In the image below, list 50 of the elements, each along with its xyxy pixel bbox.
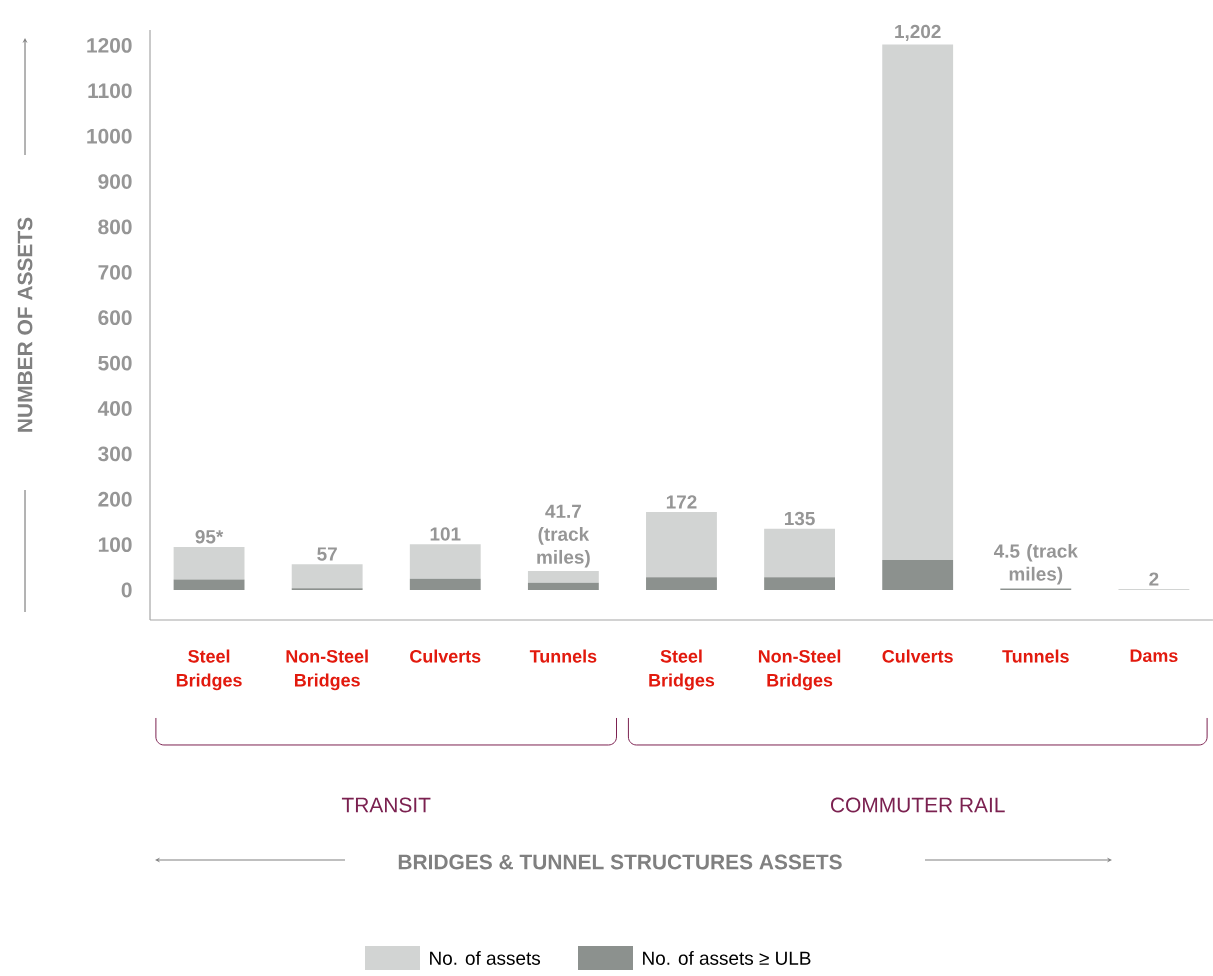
total-label: 172 bbox=[666, 495, 697, 509]
bar bbox=[527, 582, 599, 591]
total-label: 101 bbox=[430, 527, 461, 541]
y-tick-label: 100 bbox=[98, 537, 132, 553]
bar bbox=[409, 578, 481, 591]
x-tick-label: Non-Steel Bridges bbox=[286, 649, 368, 691]
text: COMMUTER RAIL bbox=[831, 797, 1005, 813]
total-label: 1,202 bbox=[895, 24, 941, 41]
total-label: 4.5 (track miles) bbox=[993, 543, 1078, 585]
text: BRIDGES & TUNNEL STRUCTURES ASSETS bbox=[398, 854, 842, 870]
bar bbox=[646, 577, 717, 591]
bar bbox=[764, 577, 836, 591]
bar bbox=[882, 44, 954, 561]
y-tick-label: 800 bbox=[98, 219, 132, 235]
bar bbox=[764, 528, 836, 578]
x-tick-label: Culverts bbox=[410, 649, 481, 663]
y-tick-label: 900 bbox=[98, 174, 132, 189]
bar bbox=[882, 560, 954, 591]
bar bbox=[409, 544, 481, 579]
bar bbox=[646, 511, 717, 578]
y-tick-label: 1100 bbox=[88, 83, 132, 99]
x-tick-label: Non-Steel Bridges bbox=[758, 649, 841, 691]
x-tick-label: Steel Bridges bbox=[176, 649, 242, 691]
y-axis-title: NUMBER OF ASSETS bbox=[17, 217, 33, 432]
y-tick-label: 200 bbox=[98, 491, 132, 507]
y-tick-label: 1200 bbox=[87, 38, 132, 53]
bar bbox=[173, 546, 245, 580]
legend-label: No. of assets bbox=[430, 951, 541, 965]
legend-label: No. of assets ≥ ULB bbox=[643, 951, 811, 965]
total-label: 135 bbox=[784, 511, 815, 526]
y-tick-label: 0 bbox=[121, 582, 132, 598]
total-label: 41.7 (track miles) bbox=[537, 504, 590, 568]
total-label: 57 bbox=[317, 547, 337, 561]
y-tick-label: 700 bbox=[98, 264, 132, 280]
text: TRANSIT bbox=[341, 797, 431, 813]
y-tick-label: 400 bbox=[97, 401, 132, 416]
bar bbox=[527, 571, 599, 583]
total-label: 95* bbox=[195, 529, 224, 544]
x-tick-label: Culverts bbox=[882, 649, 953, 663]
x-tick-label: Dams bbox=[1130, 649, 1178, 663]
y-tick-label: 1000 bbox=[87, 128, 132, 144]
total-label: 2 bbox=[1149, 572, 1159, 586]
y-tick-label: 600 bbox=[98, 310, 132, 326]
x-tick-label: Tunnels bbox=[1002, 649, 1069, 663]
bar bbox=[173, 579, 245, 591]
y-tick-label: 500 bbox=[98, 355, 132, 371]
x-tick-label: Tunnels bbox=[529, 649, 597, 663]
y-tick-label: 300 bbox=[98, 446, 132, 462]
x-tick-label: Steel Bridges bbox=[649, 649, 715, 691]
bar bbox=[291, 564, 363, 589]
